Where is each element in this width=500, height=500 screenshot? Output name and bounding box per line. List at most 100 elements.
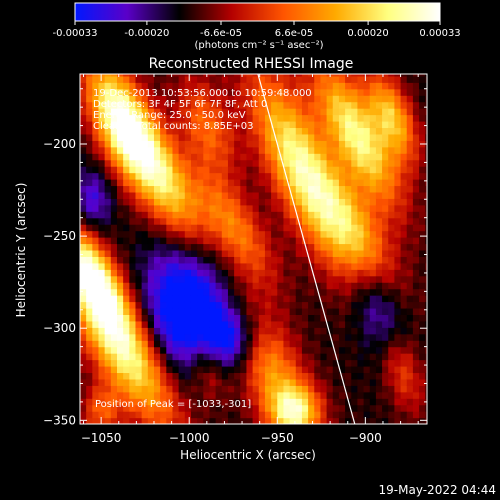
heatmap-cell	[388, 101, 396, 109]
heatmap-cell	[135, 262, 143, 270]
heatmap-cell	[406, 398, 414, 406]
heatmap-cell	[394, 191, 402, 199]
heatmap-cell	[351, 172, 359, 180]
heatmap-cell	[326, 249, 334, 257]
heatmap-cell	[289, 404, 297, 412]
heatmap-cell	[412, 282, 420, 290]
heatmap-cell	[419, 372, 426, 380]
heatmap-cell	[320, 295, 328, 303]
heatmap-cell	[419, 146, 426, 154]
heatmap-cell	[320, 179, 328, 187]
heatmap-cell	[345, 269, 352, 277]
heatmap-cell	[338, 385, 346, 393]
heatmap-cell	[277, 237, 285, 245]
heatmap-cell	[110, 391, 118, 399]
heatmap-cell	[184, 140, 192, 148]
heatmap-cell	[184, 237, 192, 245]
heatmap-cell	[289, 411, 297, 419]
heatmap-cell	[326, 127, 334, 135]
heatmap-cell	[190, 211, 198, 219]
heatmap-cell	[406, 301, 414, 309]
heatmap-cell	[388, 211, 396, 219]
heatmap-cell	[283, 295, 291, 303]
heatmap-cell	[375, 288, 383, 296]
heatmap-cell	[209, 288, 217, 296]
heatmap-cell	[234, 378, 241, 386]
heatmap-cell	[412, 88, 420, 96]
heatmap-cell	[338, 237, 346, 245]
heatmap-cell	[357, 282, 365, 290]
heatmap-cell	[388, 404, 396, 412]
heatmap-cell	[388, 166, 396, 174]
heatmap-cell	[357, 88, 365, 96]
heatmap-cell	[215, 166, 223, 174]
heatmap-cell	[412, 172, 420, 180]
heatmap-cell	[240, 120, 248, 129]
heatmap-cell	[264, 398, 272, 406]
heatmap-cell	[172, 269, 180, 277]
heatmap-cell	[351, 166, 359, 174]
heatmap-cell	[264, 346, 272, 354]
heatmap-cell	[320, 417, 328, 424]
heatmap-cell	[190, 359, 198, 367]
heatmap-cell	[215, 417, 223, 424]
heatmap-cell	[345, 230, 352, 238]
heatmap-cell	[320, 262, 328, 270]
heatmap-cell	[400, 114, 408, 122]
heatmap-cell	[221, 301, 229, 309]
heatmap-cell	[320, 243, 328, 251]
heatmap-cell	[258, 146, 266, 154]
heatmap-cell	[363, 120, 371, 129]
heatmap-cell	[160, 340, 167, 348]
heatmap-cell	[141, 353, 149, 361]
heatmap-cell	[221, 385, 229, 393]
heatmap-cell	[295, 127, 303, 135]
heatmap-cell	[135, 295, 143, 303]
heatmap-cell	[147, 301, 155, 309]
heatmap-cell	[123, 75, 130, 83]
x-axis-label: Heliocentric X (arcsec)	[180, 448, 316, 462]
heatmap-cell	[166, 159, 174, 167]
heatmap-cell	[252, 398, 260, 406]
heatmap-cell	[160, 398, 167, 406]
heatmap-cell	[271, 179, 278, 187]
heatmap-cell	[104, 398, 112, 406]
heatmap-cell	[123, 295, 130, 303]
heatmap-cell	[400, 282, 408, 290]
colorbar-tick-label: -0.00033	[53, 28, 98, 39]
heatmap-cell	[110, 75, 118, 83]
heatmap-cell	[295, 114, 303, 122]
heatmap-cell	[369, 359, 377, 367]
heatmap-cell	[338, 417, 346, 424]
heatmap-cell	[363, 211, 371, 219]
heatmap-cell	[277, 120, 285, 129]
heatmap-cell	[240, 179, 248, 187]
heatmap-cell	[234, 346, 241, 354]
heatmap-cell	[425, 249, 427, 257]
heatmap-cell	[301, 391, 309, 399]
heatmap-cell	[338, 95, 346, 103]
heatmap-cell	[203, 133, 211, 141]
heatmap-cell	[357, 333, 365, 341]
heatmap-cell	[147, 140, 155, 148]
heatmap-cell	[116, 307, 124, 315]
heatmap-cell	[314, 172, 322, 180]
heatmap-cell	[190, 327, 198, 335]
heatmap-cell	[116, 327, 124, 335]
heatmap-cell	[215, 391, 223, 399]
heatmap-cell	[375, 243, 383, 251]
heatmap-cell	[412, 301, 420, 309]
heatmap-cell	[240, 237, 248, 245]
heatmap-cell	[357, 417, 365, 424]
heatmap-cell	[295, 307, 303, 315]
heatmap-cell	[264, 237, 272, 245]
heatmap-cell	[258, 288, 266, 296]
heatmap-cell	[314, 295, 322, 303]
heatmap-cell	[388, 417, 396, 424]
heatmap-cell	[264, 95, 272, 103]
heatmap-cell	[209, 146, 217, 154]
heatmap-cell	[129, 237, 137, 245]
heatmap-cell	[264, 385, 272, 393]
heatmap-cell	[234, 404, 241, 412]
heatmap-cell	[172, 288, 180, 296]
